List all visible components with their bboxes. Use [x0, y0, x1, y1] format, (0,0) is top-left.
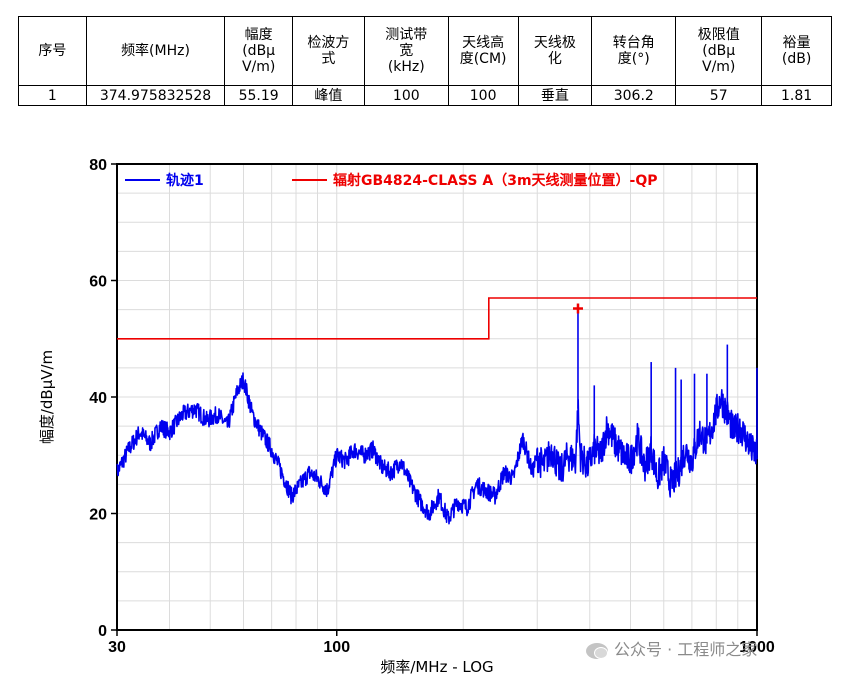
table-cell: 57	[675, 85, 763, 106]
header-cell: 序号	[18, 16, 87, 86]
table-cell: 垂直	[517, 85, 593, 106]
chart-grid	[117, 164, 757, 630]
watermark: 公众号 · 工程师之家	[586, 636, 757, 660]
header-cell: 天线高 度(CM)	[447, 16, 519, 86]
x-axis-title: 频率/MHz - LOG	[380, 658, 493, 676]
legend-label-trace: 轨迹1	[166, 172, 204, 189]
table-header-row: 序号 频率(MHz) 幅度 (dBμ V/m) 检波方 式 测试带 宽 (kHz…	[18, 16, 832, 86]
table-cell: 峰值	[292, 85, 365, 106]
header-cell: 频率(MHz)	[85, 16, 226, 86]
y-axis-title: 幅度/dBμV/m	[38, 350, 56, 444]
table-cell: 1.81	[761, 85, 832, 106]
trace-line-series	[116, 372, 758, 525]
chart-legend: 轨迹1 辐射GB4824-CLASS A（3m天线测量位置）-QP	[125, 172, 658, 189]
header-cell: 幅度 (dBμ V/m)	[224, 16, 294, 86]
chart-series	[116, 297, 758, 525]
table-cell: 100	[447, 85, 519, 106]
y-tick-label: 0	[98, 623, 107, 640]
header-cell: 极限值 (dBμ V/m)	[675, 16, 763, 86]
table-row: 1 374.975832528 55.19 峰值 100 100 垂直 306.…	[18, 85, 832, 106]
table-cell: 374.975832528	[85, 85, 226, 106]
y-tick-label: 20	[89, 507, 107, 524]
axis-ticks: 0 20 40 60 80 30 100 1000	[89, 157, 775, 656]
y-tick-label: 80	[89, 157, 107, 174]
x-tick-label: 100	[323, 639, 350, 656]
legend-label-limit: 辐射GB4824-CLASS A（3m天线测量位置）-QP	[333, 172, 658, 189]
table-cell: 55.19	[224, 85, 294, 106]
x-tick-label: 30	[108, 639, 126, 656]
wechat-icon	[586, 642, 608, 659]
header-cell: 天线极 化	[517, 16, 593, 86]
table-cell: 100	[363, 85, 449, 106]
header-cell: 裕量 (dB)	[761, 16, 832, 86]
header-cell: 测试带 宽 (kHz)	[363, 16, 449, 86]
x-tick-label: 1000	[739, 639, 775, 656]
table-cell: 306.2	[591, 85, 677, 106]
result-table: 序号 频率(MHz) 幅度 (dBμ V/m) 检波方 式 测试带 宽 (kHz…	[18, 16, 832, 106]
table-cell: 1	[18, 85, 87, 106]
watermark-text: 公众号 · 工程师之家	[614, 640, 758, 659]
limit-line-series	[117, 297, 757, 340]
emission-chart: 0 20 40 60 80 30 100 1000 轨迹1 辐射GB4824-CLASS A（…	[38, 157, 775, 676]
y-tick-label: 60	[89, 274, 107, 291]
y-tick-label: 40	[89, 390, 107, 407]
header-cell: 转台角 度(°)	[591, 16, 677, 86]
header-cell: 检波方 式	[292, 16, 365, 86]
